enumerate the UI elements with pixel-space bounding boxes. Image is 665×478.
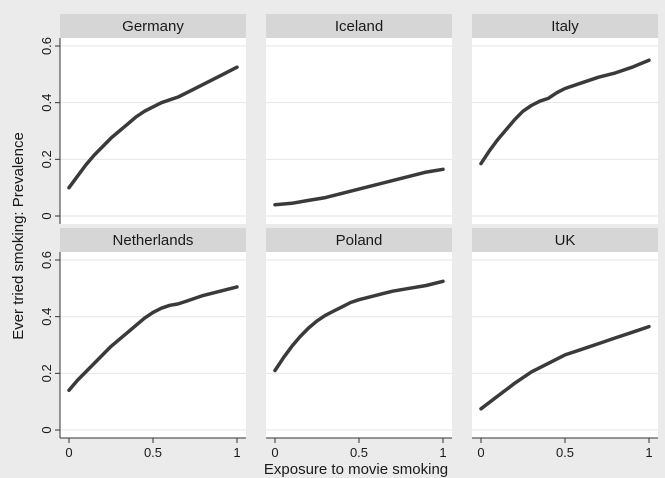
y-tick-label-netherlands-0: 0: [39, 426, 54, 433]
panel-italy: Italy: [472, 14, 658, 224]
x-tick-label-uk-0: 0: [477, 445, 484, 460]
x-tick-label-poland-1: 0.5: [350, 445, 368, 460]
x-tick-label-netherlands-0: 0: [65, 445, 72, 460]
plot-area-germany: [60, 38, 246, 224]
y-tick-label-netherlands-1: 0.2: [39, 364, 54, 382]
panel-strip-italy: [472, 14, 658, 38]
x-tick-label-uk-2: 1: [645, 445, 652, 460]
y-tick-label-germany-3: 0.6: [39, 37, 54, 55]
plot-area-netherlands: [60, 252, 246, 438]
series-line-iceland: [273, 167, 445, 207]
series-line-germany: [67, 65, 239, 190]
panel-strip-poland: [266, 228, 452, 252]
panel-germany: Germany 0 0.2 0.4 0.6: [39, 14, 246, 224]
plot-area-iceland: [266, 38, 452, 224]
panel-title-iceland: Iceland: [335, 18, 383, 35]
x-axis-title: Exposure to movie smoking: [264, 461, 448, 478]
panel-strip-uk: [472, 228, 658, 252]
panel-title-netherlands: Netherlands: [113, 232, 194, 249]
x-tick-label-uk-1: 0.5: [556, 445, 574, 460]
series-line-uk: [479, 324, 651, 411]
panel-title-italy: Italy: [551, 18, 579, 35]
panel-title-uk: UK: [555, 232, 576, 249]
x-tick-label-poland-2: 1: [439, 445, 446, 460]
panel-poland: Poland 0 0.5 1: [266, 228, 452, 460]
y-tick-label-netherlands-2: 0.4: [39, 308, 54, 326]
panel-netherlands: Netherlands 0 0.2 0.4 0.6 0 0.5 1: [39, 228, 246, 460]
series-line-italy: [479, 58, 651, 166]
series-line-netherlands: [67, 285, 239, 393]
chart-panels: Germany 0 0.2 0.4 0.6 Iceland Italy Netherlands…: [39, 14, 658, 460]
plot-area-italy: [472, 38, 658, 224]
y-tick-label-germany-2: 0.4: [39, 94, 54, 112]
panel-strip-germany: [60, 14, 246, 38]
y-tick-label-netherlands-3: 0.6: [39, 251, 54, 269]
panel-title-germany: Germany: [122, 18, 184, 35]
x-tick-label-poland-0: 0: [271, 445, 278, 460]
panel-iceland: Iceland: [266, 14, 452, 224]
plot-area-poland: [266, 252, 452, 438]
panel-uk: UK 0 0.5 1: [472, 228, 658, 460]
panel-strip-iceland: [266, 14, 452, 38]
plot-area-uk: [472, 252, 658, 438]
series-line-poland: [273, 279, 445, 373]
y-axis-title: Ever tried smoking: Prevalence: [10, 132, 27, 340]
x-tick-label-netherlands-2: 1: [233, 445, 240, 460]
y-tick-label-germany-1: 0.2: [39, 150, 54, 168]
panel-strip-netherlands: [60, 228, 246, 252]
panel-title-poland: Poland: [336, 232, 383, 249]
y-tick-label-germany-0: 0: [39, 212, 54, 219]
x-tick-label-netherlands-1: 0.5: [144, 445, 162, 460]
